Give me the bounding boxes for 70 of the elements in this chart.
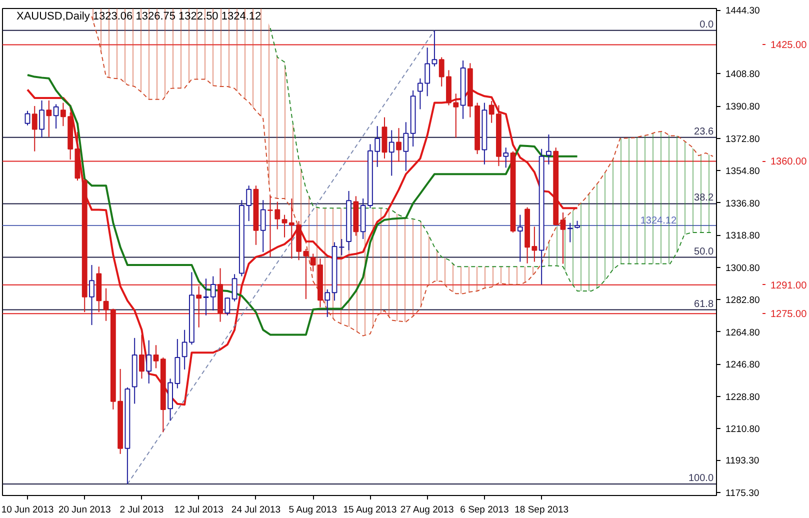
y-tick-label: 1300.80 — [726, 262, 760, 274]
x-tick-label: 6 Sep 2013 — [460, 504, 509, 516]
candlestick — [396, 128, 402, 162]
x-tick-label: 12 Jul 2013 — [174, 504, 224, 516]
x-tick-label: 18 Sep 2013 — [514, 504, 569, 516]
x-tick-label: 10 Jun 2013 — [1, 504, 54, 516]
y-tick-label: 1336.80 — [726, 198, 760, 210]
candlestick — [246, 185, 252, 222]
candlestick — [338, 238, 344, 256]
y-tick-label: 1372.80 — [726, 134, 760, 145]
candlestick — [560, 212, 566, 264]
candlestick — [224, 296, 230, 316]
y-tick-label: 1318.80 — [726, 230, 760, 242]
candlestick — [146, 340, 152, 384]
annotation: 50.0 — [694, 246, 714, 258]
x-tick-label: 15 Aug 2013 — [343, 504, 397, 516]
candlestick — [103, 288, 109, 322]
candlestick — [432, 30, 438, 67]
chart-title: XAUUSD,Daily 1323.06 1326.75 1322.50 1324.12 — [16, 10, 262, 22]
candlestick — [488, 100, 494, 124]
y-tick-label: 1228.80 — [726, 392, 760, 403]
y-tick-label: 1175.30 — [726, 488, 760, 499]
x-tick-label: 27 Aug 2013 — [400, 504, 454, 516]
candlestick — [260, 200, 266, 253]
candlestick — [210, 276, 216, 312]
candlestick — [546, 134, 552, 165]
x-tick-label: 24 Jul 2013 — [231, 504, 281, 516]
candlestick — [46, 100, 52, 138]
line-series — [270, 28, 714, 292]
candlestick — [388, 130, 394, 176]
candlestick — [232, 274, 238, 302]
candlestick — [310, 253, 316, 272]
ref-line-label: 1360.00 — [770, 156, 808, 168]
candlestick — [32, 106, 38, 152]
candlestick — [282, 214, 288, 238]
ref-line-label: 1291.00 — [770, 280, 808, 292]
candlestick — [196, 286, 202, 328]
candlestick — [203, 278, 209, 316]
candlestick — [503, 147, 509, 168]
candlestick — [24, 110, 30, 126]
y-tick-label: 1408.80 — [726, 69, 760, 80]
candlestick — [139, 334, 144, 380]
candlestick — [60, 102, 66, 127]
candlestick — [53, 104, 59, 130]
y-tick-label: 1246.80 — [726, 360, 760, 371]
y-tick-label: 1282.80 — [726, 295, 760, 306]
candlestick — [403, 122, 409, 172]
candlestick — [89, 264, 94, 326]
candlestick — [288, 198, 294, 260]
x-tick-label: 2 Jul 2013 — [120, 504, 164, 516]
annotation: 0.0 — [700, 19, 714, 30]
x-tick-label: 20 Jun 2013 — [58, 504, 111, 516]
y-tick-label: 1444.30 — [726, 6, 760, 17]
candlestick — [303, 248, 309, 300]
x-tick-label: 5 Aug 2013 — [288, 504, 337, 516]
ref-line-label: 1275.00 — [770, 309, 808, 320]
candlestick — [324, 288, 330, 318]
ref-line-label: 1425.00 — [770, 40, 808, 52]
y-tick-label: 1193.30 — [726, 456, 760, 467]
candlestick — [39, 100, 44, 138]
candlestick — [517, 214, 523, 262]
y-tick-label: 1264.80 — [726, 327, 760, 338]
annotation: 23.6 — [694, 126, 714, 138]
y-tick-label: 1390.80 — [726, 102, 760, 113]
candlestick — [153, 344, 159, 369]
annotation: 100.0 — [688, 473, 714, 484]
annotation: 61.8 — [694, 298, 714, 310]
line-series — [26, 74, 578, 336]
y-tick-label: 1354.80 — [726, 166, 760, 178]
y-tick-label: 1210.80 — [726, 424, 760, 436]
